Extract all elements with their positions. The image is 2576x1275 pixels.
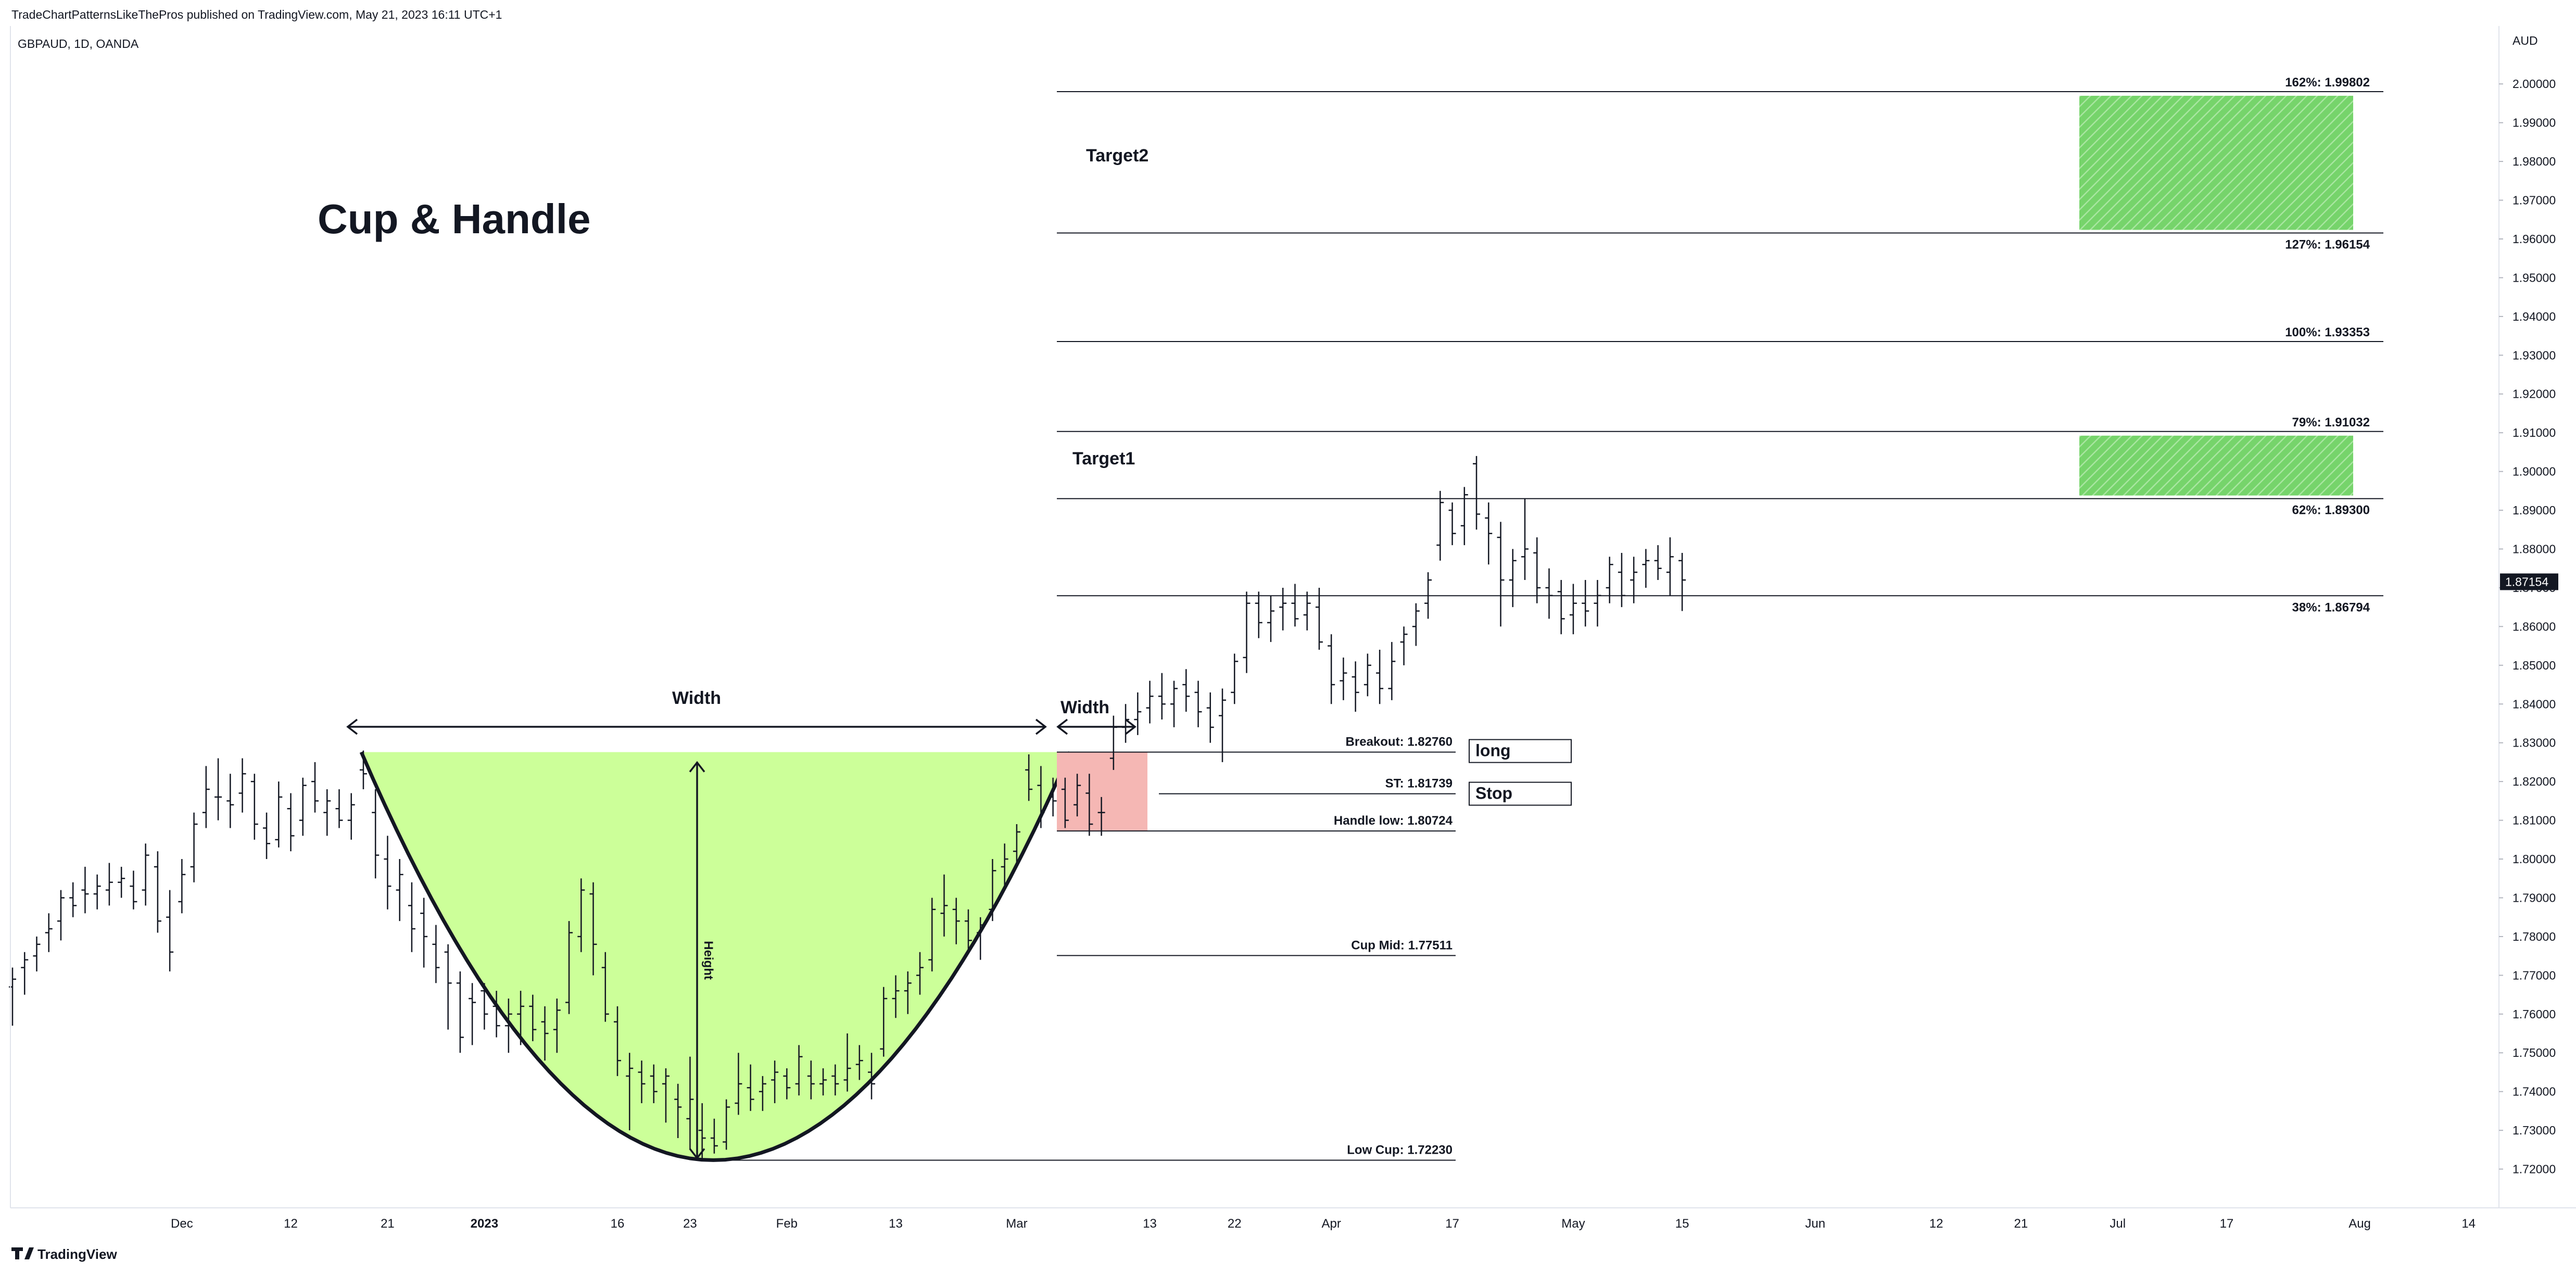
y-tick-label: 1.91000 [2512,426,2556,439]
y-tick-label: 1.79000 [2512,891,2556,904]
y-tick-label: 1.97000 [2512,194,2556,207]
x-tick-label: Jul [2110,1217,2126,1231]
fib-level-label: 62%: 1.89300 [2292,503,2370,517]
symbol-legend: GBPAUD, 1D, OANDA [18,37,139,51]
x-tick-label: 17 [2220,1217,2234,1231]
y-tick-label: 1.84000 [2512,697,2556,711]
level-label: Cup Mid: 1.77511 [1351,938,1453,952]
y-tick-label: 1.92000 [2512,387,2556,401]
chart-title: Cup & Handle [318,196,590,242]
fib-level-label: 38%: 1.86794 [2292,600,2370,614]
y-tick-label: 1.80000 [2512,852,2556,866]
y-tick-label: 1.94000 [2512,310,2556,323]
y-tick-label: 1.95000 [2512,271,2556,284]
x-tick-label: Aug [2348,1217,2371,1231]
tradingview-logo-icon [11,1247,34,1259]
x-tick-label: Mar [1006,1217,1027,1231]
level-label: Breakout: 1.82760 [1346,735,1453,749]
handle-width-arrow-head-left [1056,718,1068,735]
x-tick-label: 12 [284,1217,298,1231]
height-arrow-head-top [689,761,705,773]
target2-label: Target2 [1086,146,1148,166]
height-arrow-head-bottom [689,1148,705,1160]
currency-label: AUD [2512,34,2538,47]
x-tick-label: 13 [1143,1217,1157,1231]
fib-level-label: 162%: 1.99802 [2285,75,2370,90]
y-tick-label: 1.89000 [2512,503,2556,517]
y-tick-label: 2.00000 [2512,77,2556,91]
published-caption: TradeChartPatternsLikeThePros published … [11,8,502,21]
y-tick-label: 1.74000 [2512,1085,2556,1099]
y-tick-label: 1.96000 [2512,232,2556,246]
tradingview-brand: TradingView [37,1246,117,1262]
x-tick-label: 2023 [471,1217,498,1231]
height-label: Height [701,941,715,980]
y-tick-label: 1.76000 [2512,1007,2556,1021]
handle-width-label: Width [1060,698,1109,717]
x-tick-label: 21 [381,1217,395,1231]
stop-box-label: Stop [1475,784,1512,803]
y-tick-label: 1.72000 [2512,1163,2556,1176]
fib-level-label: 100%: 1.93353 [2285,325,2370,339]
x-tick-label: 17 [1445,1217,1459,1231]
x-tick-label: 15 [1675,1217,1689,1231]
fib-level-label: 79%: 1.91032 [2292,415,2370,430]
x-tick-label: 16 [611,1217,625,1231]
cup-width-arrow-head-left [346,718,358,735]
target1-label: Target1 [1072,449,1135,469]
stop-box [1469,781,1572,806]
y-tick-label: 1.86000 [2512,620,2556,633]
x-tick-label: 12 [1929,1217,1943,1231]
y-tick-label: 1.82000 [2512,775,2556,788]
y-tick-label: 1.77000 [2512,968,2556,982]
handle-width-arrow-head-right [1125,718,1137,735]
x-tick-label: Jun [1805,1217,1825,1231]
cup-width-label: Width [672,688,721,708]
y-tick-label: 1.98000 [2512,155,2556,168]
x-tick-label: 23 [683,1217,697,1231]
level-label: Low Cup: 1.72230 [1347,1143,1453,1157]
x-tick-label: 22 [1228,1217,1242,1231]
fib-level-label: 127%: 1.96154 [2285,238,2370,252]
cup-width-arrow-head-right [1035,718,1047,735]
long-box-label: long [1475,741,1511,760]
x-tick-label: 14 [2461,1217,2476,1231]
y-tick-label: 1.90000 [2512,465,2556,478]
last-price-label: 1.87154 [2505,575,2548,588]
x-tick-label: Feb [776,1217,798,1231]
last-price-badge [2500,573,2558,590]
target-zone [2079,95,2353,230]
level-label: ST: 1.81739 [1385,777,1453,791]
long-box [1469,739,1572,763]
y-tick-label: 1.73000 [2512,1123,2556,1137]
y-tick-label: 1.99000 [2512,116,2556,130]
level-label: Handle low: 1.80724 [1334,814,1453,828]
y-tick-label: 1.78000 [2512,930,2556,943]
x-tick-label: Apr [1321,1217,1341,1231]
x-tick-label: 13 [889,1217,903,1231]
x-tick-label: 21 [2014,1217,2028,1231]
y-tick-label: 1.93000 [2512,348,2556,362]
y-tick-label: 1.83000 [2512,736,2556,750]
x-tick-label: May [1561,1217,1585,1231]
handle-zone [1057,752,1147,831]
y-tick-label: 1.75000 [2512,1046,2556,1059]
y-tick-label: 1.88000 [2512,542,2556,556]
y-tick-label: 1.81000 [2512,814,2556,827]
target-zone [2079,435,2353,496]
y-tick-label: 1.85000 [2512,659,2556,672]
x-tick-label: Dec [171,1217,193,1231]
